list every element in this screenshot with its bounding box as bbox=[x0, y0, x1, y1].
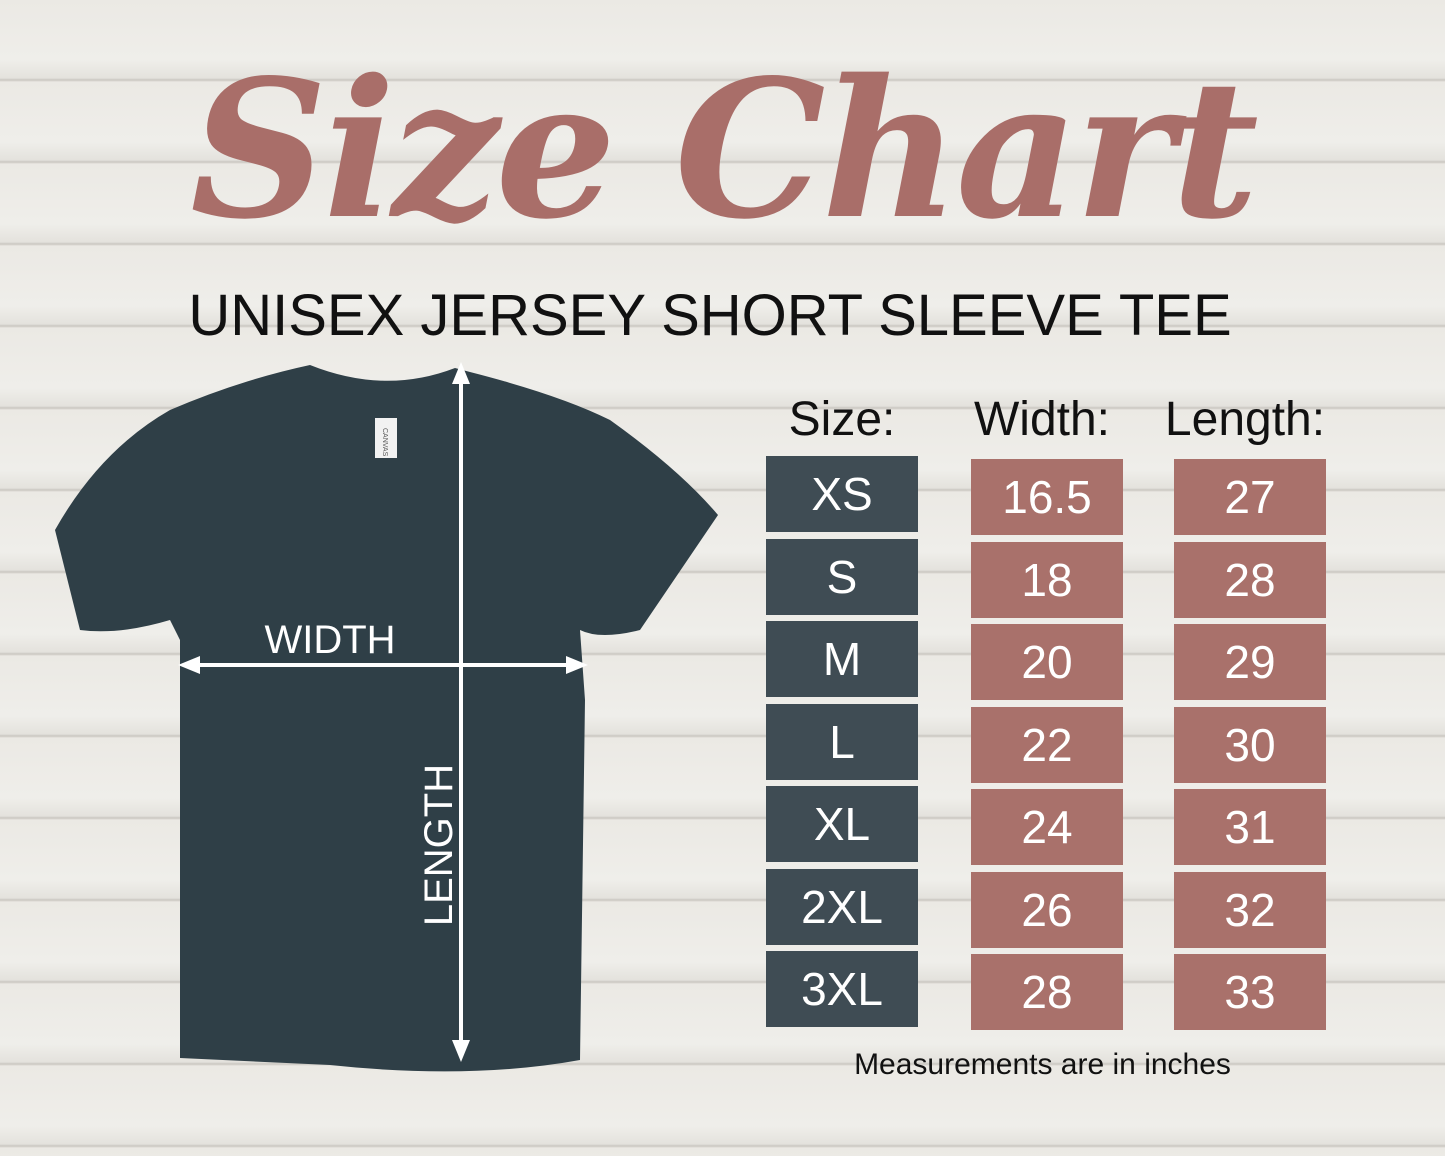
table-cell-length: 33 bbox=[1174, 954, 1326, 1030]
table-cell-size: XS bbox=[766, 456, 918, 532]
table-cell-size: L bbox=[766, 703, 918, 780]
measurement-note: Measurements are in inches bbox=[854, 1048, 1231, 1081]
table-cell-length: 27 bbox=[1174, 459, 1326, 535]
length-label: LENGTH bbox=[417, 764, 461, 926]
table-cell-size: XL bbox=[766, 786, 918, 862]
table-cell-width: 26 bbox=[971, 871, 1123, 948]
table-cell-size: S bbox=[766, 538, 918, 615]
table-cell-size: M bbox=[766, 621, 918, 697]
table-cell-width: 24 bbox=[971, 789, 1123, 865]
table-cell-length: 32 bbox=[1174, 871, 1326, 948]
table-cell-length: 29 bbox=[1174, 624, 1326, 700]
table-cell-width: 28 bbox=[971, 954, 1123, 1030]
table-cell-width: 16.5 bbox=[971, 459, 1123, 535]
header-width: Width: bbox=[973, 393, 1111, 446]
table-cell-width: 18 bbox=[971, 541, 1123, 618]
product-subtitle: UNISEX JERSEY SHORT SLEEVE TEE bbox=[188, 283, 1232, 348]
tshirt-shape bbox=[55, 365, 718, 1072]
table-cell-length: 30 bbox=[1174, 706, 1326, 783]
table-cell-length: 28 bbox=[1174, 541, 1326, 618]
shirt-tag bbox=[375, 418, 397, 458]
table-cell-width: 20 bbox=[971, 624, 1123, 700]
table-cell-length: 31 bbox=[1174, 789, 1326, 865]
header-length: Length: bbox=[1164, 393, 1326, 446]
shirt-tag-text: CANVAS bbox=[381, 428, 388, 457]
table-cell-width: 22 bbox=[971, 706, 1123, 783]
table-cell-size: 3XL bbox=[766, 951, 918, 1027]
size-chart-title: Size Chart bbox=[190, 38, 1259, 261]
table-cell-size: 2XL bbox=[766, 868, 918, 945]
width-label: WIDTH bbox=[264, 618, 395, 662]
header-size: Size: bbox=[788, 393, 896, 446]
